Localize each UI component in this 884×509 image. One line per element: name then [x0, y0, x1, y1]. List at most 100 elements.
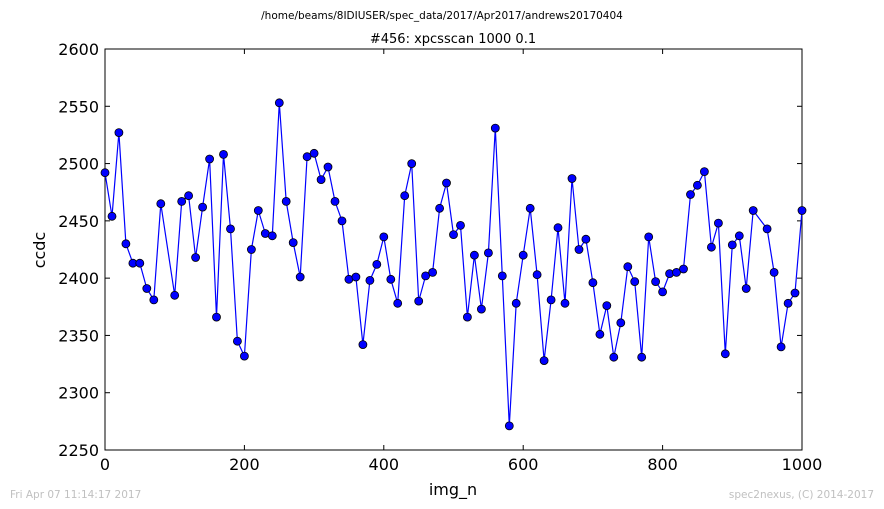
data-point — [623, 262, 633, 272]
data-point — [602, 301, 612, 311]
data-point — [532, 270, 542, 280]
data-point — [741, 284, 751, 293]
tick-marks — [104, 48, 803, 451]
data-point — [644, 232, 654, 242]
data-point — [672, 267, 681, 277]
data-point — [239, 351, 249, 361]
data-point — [658, 287, 667, 297]
data-point — [790, 288, 800, 298]
data-point — [156, 199, 166, 209]
data-point — [609, 352, 619, 362]
data-point — [783, 298, 793, 308]
y-tick-label: 2500 — [58, 155, 99, 174]
data-point — [358, 340, 368, 350]
data-point — [700, 167, 709, 177]
data-point — [226, 224, 235, 234]
data-point — [107, 211, 117, 221]
data-point — [769, 267, 779, 277]
data-point — [267, 231, 277, 241]
data-point — [483, 248, 493, 258]
data-point — [456, 220, 465, 230]
data-point — [170, 290, 180, 300]
y-tick-labels: 2250 2300 2350 2400 2450 2500 2550 2600 — [58, 40, 99, 460]
data-point — [720, 349, 730, 359]
data-point — [748, 206, 758, 215]
y-tick-label: 2350 — [58, 326, 99, 345]
data-point — [679, 264, 688, 274]
data-point — [414, 296, 424, 306]
data-point — [693, 180, 702, 190]
data-point — [546, 295, 556, 305]
data-point — [511, 298, 521, 308]
data-point — [205, 154, 215, 164]
data-point — [323, 162, 333, 172]
data-point — [421, 271, 431, 281]
data-point — [386, 274, 396, 284]
data-point — [177, 196, 187, 206]
data-point — [337, 216, 347, 226]
data-point — [497, 271, 507, 281]
file-path-title: /home/beams/8IDIUSER/spec_data/2017/Apr2… — [261, 10, 623, 22]
data-point — [504, 421, 514, 431]
x-tick-labels: 0 200 400 600 800 1000 — [100, 455, 822, 474]
data-point — [567, 174, 577, 183]
timestamp-footer: Fri Apr 07 11:14:17 2017 — [10, 489, 141, 501]
data-point — [616, 318, 626, 328]
data-point — [651, 277, 660, 287]
credit-footer: spec2nexus, (C) 2014-2017 — [729, 489, 874, 501]
data-point — [762, 224, 772, 234]
data-point — [588, 278, 598, 288]
data-point — [686, 190, 695, 199]
data-point — [490, 123, 500, 133]
data-point — [797, 206, 807, 215]
data-point — [407, 159, 417, 169]
data-point — [379, 232, 389, 242]
data-point — [330, 196, 340, 206]
y-tick-label: 2450 — [58, 212, 99, 231]
data-point — [400, 191, 410, 201]
data-point — [714, 218, 723, 228]
data-point — [727, 240, 737, 250]
data-point — [232, 336, 242, 346]
y-tick-label: 2250 — [58, 441, 99, 460]
data-point — [574, 245, 584, 254]
chart-title: #456: xpcsscan 1000 0.1 — [370, 32, 536, 47]
data-point — [198, 202, 208, 212]
data-point — [309, 148, 319, 158]
data-point — [316, 175, 326, 185]
data-point — [442, 178, 451, 188]
data-point — [476, 304, 486, 314]
data-point — [281, 196, 291, 206]
y-tick-label: 2400 — [58, 269, 99, 288]
data-point — [428, 267, 438, 277]
data-point — [595, 329, 605, 339]
data-point — [191, 253, 201, 262]
data-point — [246, 245, 256, 254]
y-tick-label: 2600 — [58, 40, 99, 59]
data-point — [212, 312, 221, 322]
x-axis-label: img_n — [429, 480, 477, 500]
x-tick-label: 1000 — [782, 455, 823, 474]
data-point — [135, 258, 145, 268]
data-point — [351, 272, 361, 282]
data-point — [121, 239, 131, 249]
data-point — [302, 152, 312, 162]
data-point — [560, 298, 570, 308]
data-point — [114, 128, 124, 138]
data-point — [393, 298, 403, 308]
y-axis-label: ccdc — [30, 232, 49, 269]
y-tick-label: 2550 — [58, 97, 99, 116]
data-point — [142, 284, 152, 293]
data-point — [462, 312, 472, 322]
x-tick-label: 200 — [229, 455, 260, 474]
x-tick-label: 600 — [508, 455, 539, 474]
x-tick-label: 800 — [647, 455, 678, 474]
data-point — [253, 206, 263, 215]
data-point — [539, 356, 549, 366]
x-tick-label: 0 — [100, 455, 110, 474]
data-point — [637, 352, 647, 362]
data-point — [295, 272, 305, 282]
data-point — [449, 230, 458, 240]
x-tick-label: 400 — [369, 455, 400, 474]
